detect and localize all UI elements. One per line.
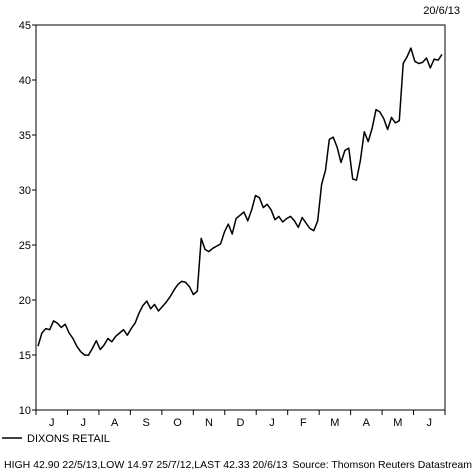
y-axis: 10 15 20 25 30 35 40 45 [19,20,36,417]
x-tick-label: J [49,417,55,429]
date-label: 20/6/13 [423,5,460,17]
x-tick-label: J [80,417,86,429]
x-tick-label: F [300,417,307,429]
x-tick-label: M [393,417,402,429]
y-tick-label: 20 [19,295,31,307]
x-tick-label: J [269,417,275,429]
y-tick-label: 25 [19,240,31,252]
x-tick-label: J [427,417,433,429]
y-tick-label: 40 [19,75,31,87]
x-tick-label: D [237,417,245,429]
legend-series-name: DIXONS RETAIL [27,433,110,445]
y-tick-label: 35 [19,130,31,142]
series-line-dixons-retail [37,47,443,357]
plot-area [35,24,446,411]
y-tick-label: 15 [19,350,31,362]
y-tick-label: 30 [19,185,31,197]
x-tick-label: O [173,417,182,429]
x-tick-label: A [363,417,371,429]
plot-frame [35,24,446,411]
y-tick-label: 45 [19,20,31,32]
source-note: Source: Thomson Reuters Datastream [292,459,472,471]
x-tick-label: S [142,417,149,429]
x-tick-label: M [330,417,339,429]
y-tick-label: 10 [19,405,31,417]
x-tick-label: N [205,417,213,429]
legend-stats: HIGH 42.90 22/5/13,LOW 14.97 25/7/12,LAS… [4,459,288,471]
x-tick-label: A [111,417,119,429]
